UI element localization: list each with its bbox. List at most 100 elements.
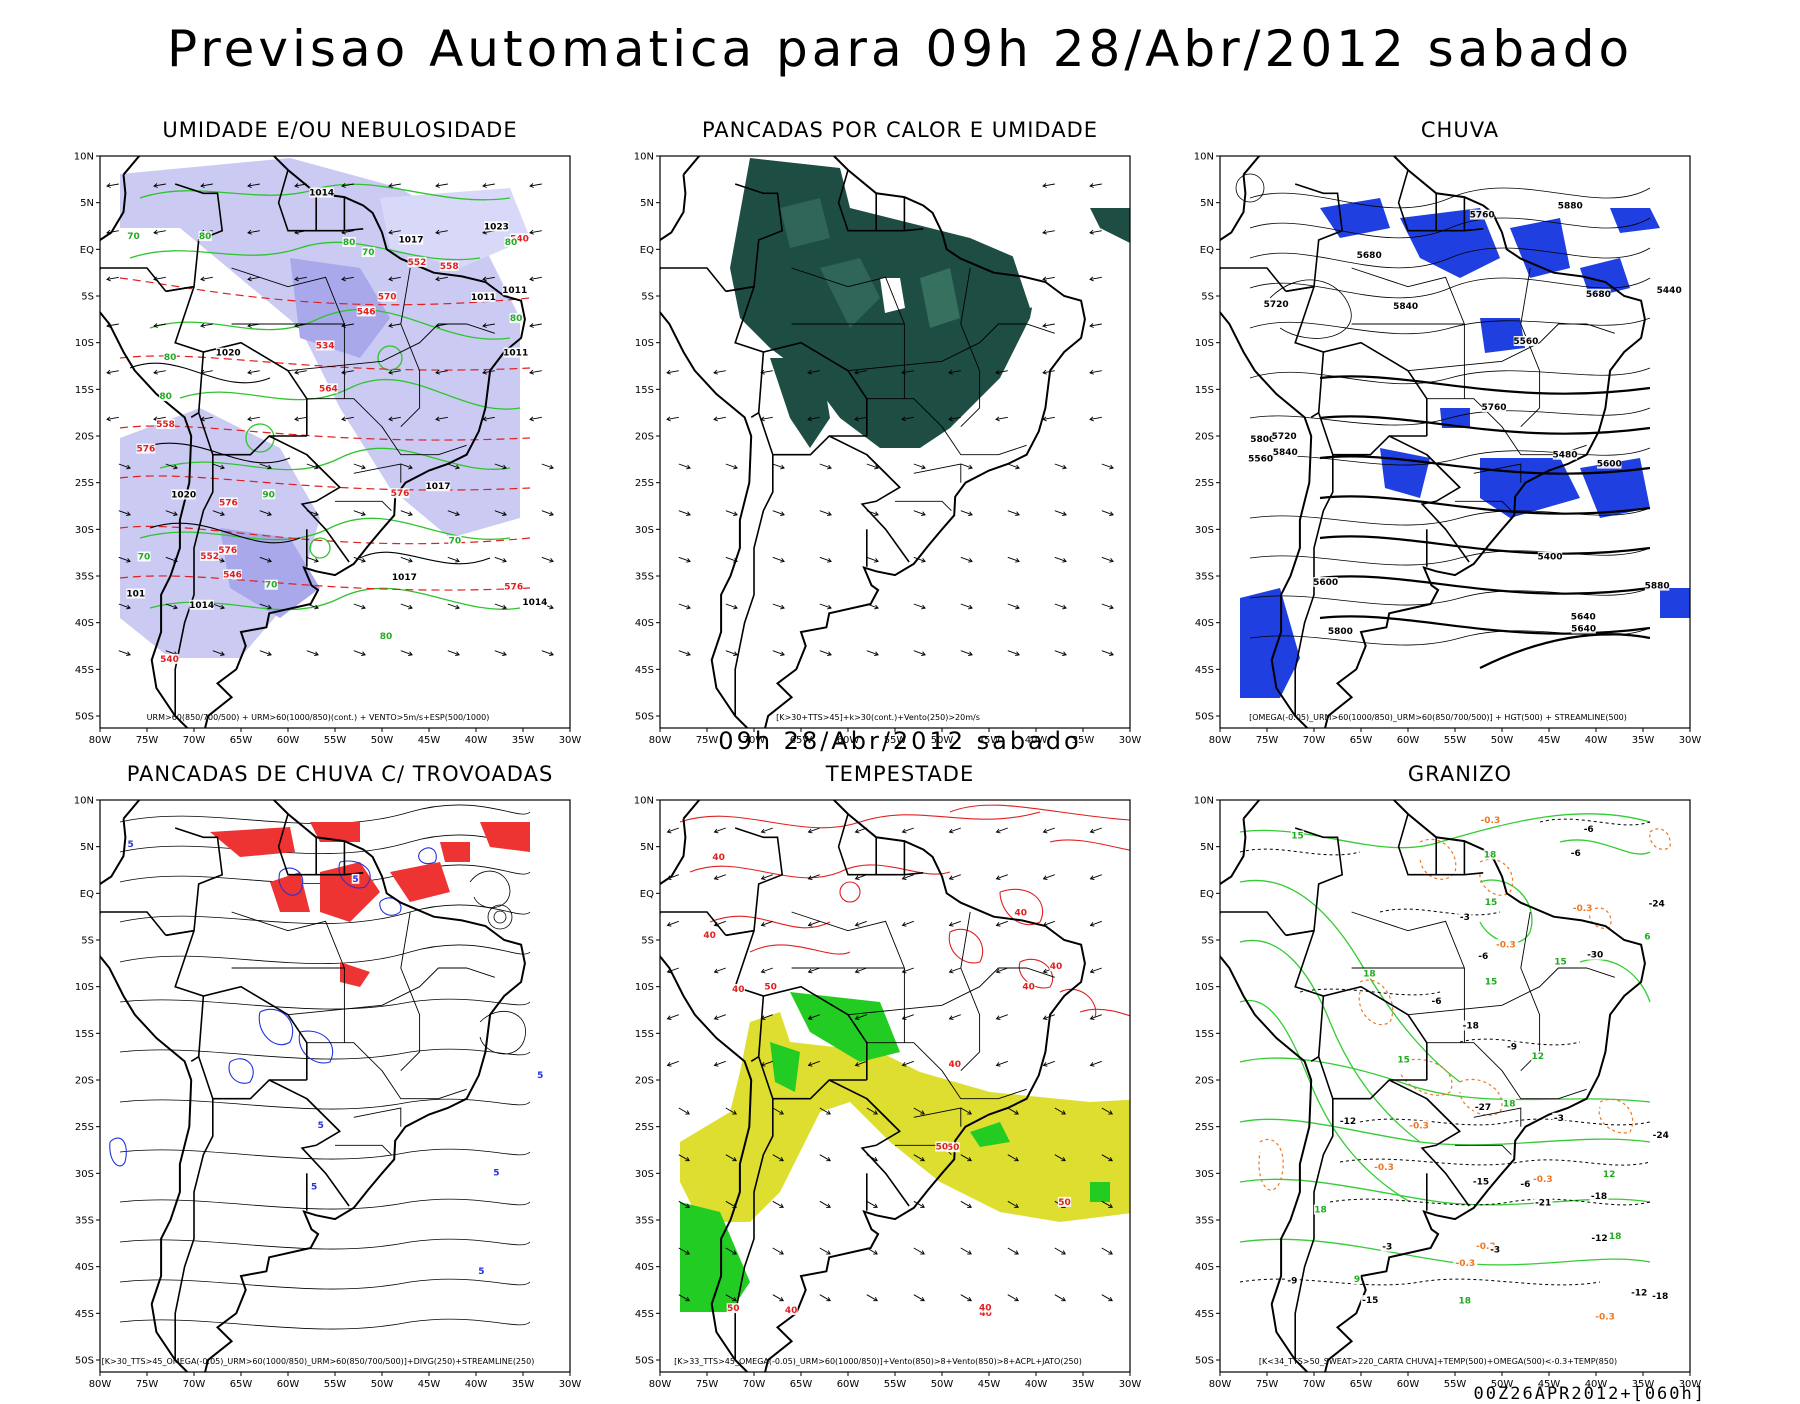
contour-label: 101 (126, 590, 145, 600)
axis-frame: 10N 5N EQ 5S 10S 15S 20S 25S 30S 35S 40S 45S 50S 80W 7… (1194, 152, 1702, 747)
panel-title: CHUVA (1420, 118, 1500, 142)
lat-tick-label: 50S (635, 712, 654, 723)
contour-label: 40 (732, 985, 745, 995)
contour-label: 5600 (1313, 578, 1338, 588)
contour-label: -0.3 (1476, 1242, 1496, 1252)
lat-tick-label: 35S (75, 1216, 94, 1227)
contour-label: 15 (1485, 898, 1498, 908)
lon-tick-label: 45W (418, 1379, 441, 1390)
lat-tick-label: 45S (75, 665, 94, 676)
lat-tick-label: 5N (640, 198, 654, 209)
contour-label: 5560 (1513, 337, 1538, 347)
axis-frame: 10N 5N EQ 5S 10S 15S 20S 25S 30S 35S 40S 45S 50S 80W 7… (74, 796, 582, 1391)
lat-tick-label: 35S (635, 1216, 654, 1227)
lat-tick-label: 45S (1195, 665, 1214, 676)
lat-tick-label: 15S (635, 385, 654, 396)
contour-label: -9 (1507, 1042, 1517, 1052)
lat-tick-label: 45S (635, 665, 654, 676)
lat-tick-label: 10N (1194, 152, 1214, 163)
lon-tick-label: 55W (1444, 1379, 1467, 1390)
contour-label: 576 (391, 489, 410, 499)
lon-tick-label: 50W (1491, 1379, 1514, 1390)
lon-tick-label: 70W (183, 735, 206, 746)
contour-label: -24 (1649, 900, 1665, 910)
lon-tick-label: 30W (559, 1379, 582, 1390)
contour-label: 534 (316, 341, 335, 351)
contour-label: 5 (493, 1169, 499, 1179)
lat-tick-label: 50S (635, 1356, 654, 1367)
panel-caption: URM>60(850/700/500) + URM>60(1000/850)(c… (147, 713, 490, 722)
lon-tick-label: 75W (136, 735, 159, 746)
contour-label: 564 (319, 384, 338, 394)
contour-label: 40 (1050, 962, 1063, 972)
lat-tick-label: EQ (1200, 245, 1214, 256)
lat-tick-label: 10S (635, 338, 654, 349)
overlay (119, 158, 531, 658)
panel-pancadas-trovoadas: PANCADAS DE CHUVA C/ TROVOADAS (60, 762, 620, 1390)
lon-tick-label: 80W (89, 735, 112, 746)
lon-tick-label: 65W (230, 735, 253, 746)
contour-label: 70 (138, 553, 151, 563)
lat-tick-label: 20S (635, 1076, 654, 1087)
lon-tick-label: 40W (1025, 1379, 1048, 1390)
contour-label: 5720 (1272, 432, 1297, 442)
lat-tick-label: 20S (75, 1076, 94, 1087)
contour-labels: 5 5 5 5 5 5 5 (126, 838, 545, 1277)
contour-label: 50 (936, 1143, 949, 1153)
contour-label: 576 (137, 445, 156, 455)
map-tempestade: 10N 5N EQ 5S 10S 15S 20S 25S 30S 35S 40S 45S 50S 80W 7… (634, 796, 1142, 1391)
lon-tick-label: 70W (1303, 1379, 1326, 1390)
contour-label: -18 (1652, 1292, 1668, 1302)
lat-tick-label: 40S (75, 1262, 94, 1273)
lat-tick-label: 30S (75, 525, 94, 536)
lon-tick-label: 45W (978, 1379, 1001, 1390)
contour-label: 546 (357, 307, 376, 317)
lon-tick-label: 35W (1632, 1379, 1655, 1390)
contour-label: 50 (947, 1143, 960, 1153)
contour-label: -0.3 (1595, 1312, 1615, 1322)
contour-label: 15 (1397, 1056, 1410, 1066)
lat-tick-label: 10S (1195, 982, 1214, 993)
lon-tick-label: 75W (696, 1379, 719, 1390)
contour-label: -12 (1591, 1234, 1607, 1244)
lat-tick-label: 40S (1195, 1262, 1214, 1273)
contour-label: -0.3 (1533, 1175, 1553, 1185)
run-timestamp: 00Z26APR2012+[060h] (1473, 1384, 1706, 1404)
contour-label: 40 (1015, 909, 1028, 919)
contour-label: 5880 (1645, 582, 1670, 592)
contour-label: 576 (218, 546, 237, 556)
contour-label: -18 (1463, 1022, 1479, 1032)
contour-label: -0.3 (1374, 1163, 1394, 1173)
contour-label: 40 (712, 853, 725, 863)
axis-frame: 10N 5N EQ 5S 10S 15S 20S 25S 30S 35S 40S 45S 50S 80W 7… (1194, 796, 1702, 1391)
coastline (100, 156, 526, 728)
wind-vectors (666, 183, 1114, 656)
lon-tick-label: 60W (1397, 735, 1420, 746)
lon-tick-label: 75W (136, 1379, 159, 1390)
contour-label: 5680 (1357, 251, 1382, 261)
contour-label: -18 (1591, 1192, 1607, 1202)
panel-chuva: CHUVA (1180, 118, 1740, 746)
lat-tick-label: 25S (635, 1122, 654, 1133)
axis-frame: 10N 5N EQ 5S 10S 15S 20S 25S 30S 35S 40S 45S 50S 80W 7… (634, 152, 1142, 747)
lon-tick-label: 80W (1209, 1379, 1232, 1390)
lat-tick-label: 10S (75, 338, 94, 349)
lat-tick-label: 20S (75, 432, 94, 443)
lon-tick-label: 60W (837, 735, 860, 746)
lat-tick-label: 10N (74, 152, 94, 163)
lon-tick-label: 60W (1397, 1379, 1420, 1390)
contour-label: 18 (1484, 851, 1497, 861)
lon-tick-label: 40W (465, 1379, 488, 1390)
contour-label: 40 (949, 1060, 962, 1070)
contour-label: 1011 (471, 293, 496, 303)
contour-label: -6 (1520, 1180, 1530, 1190)
lon-tick-label: 50W (371, 1379, 394, 1390)
lat-tick-label: 5S (1201, 936, 1214, 947)
lat-tick-label: 10N (634, 152, 654, 163)
lon-tick-label: 80W (89, 1379, 112, 1390)
lon-tick-label: 60W (277, 735, 300, 746)
contour-label: -15 (1473, 1177, 1489, 1187)
contour-label: -12 (1631, 1288, 1647, 1298)
contour-label: 40 (785, 1306, 798, 1316)
axis-frame: 10N 5N EQ 5S 10S 15S 20S 25S 30S 35S 40S 45S 50S 80W 7… (74, 152, 582, 747)
